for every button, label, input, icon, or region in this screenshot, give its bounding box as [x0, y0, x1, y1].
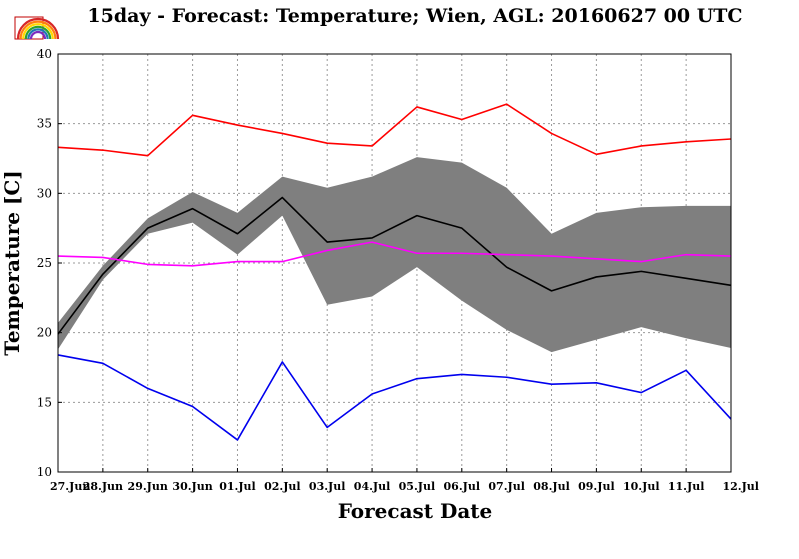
series-line-1: [57, 196, 732, 335]
rainbow-logo-icon: [16, 17, 60, 40]
x-tick-label: 05.Jul: [399, 480, 436, 493]
logo-arc: [19, 20, 57, 40]
y-tick-label: 25: [37, 256, 52, 270]
x-tick-label: 04.Jul: [354, 480, 391, 493]
series-lines: [57, 103, 732, 441]
x-tick-label: 11.Jul: [668, 480, 705, 493]
y-tick-label: 20: [37, 326, 52, 340]
ensemble-spread: [58, 157, 731, 353]
x-axis-title: Forecast Date: [338, 499, 493, 523]
x-tick-label: 03.Jul: [309, 480, 346, 493]
chart-title: 15day - Forecast: Temperature; Wien, AGL…: [87, 5, 742, 27]
x-tick-label: 30.Jun: [172, 480, 212, 493]
logo-arc: [29, 30, 47, 40]
logo-arc: [24, 25, 52, 40]
y-tick-labels: 10 15 20 25 30 35 40: [37, 47, 62, 479]
x-tick-label: 28.Jun: [83, 480, 123, 493]
series-line-3: [57, 354, 732, 441]
logo: [14, 16, 60, 40]
y-tick-label: 30: [37, 186, 52, 200]
logo-arc: [16, 17, 60, 40]
series-line-2: [57, 241, 732, 267]
x-tick-label: 07.Jul: [488, 480, 525, 493]
x-tick-label: 06.Jul: [444, 480, 481, 493]
x-tick-label: 27.Jun: [50, 480, 90, 493]
x-tick-label: 10.Jul: [623, 480, 660, 493]
y-axis-title: Temperature [C]: [0, 170, 24, 356]
x-tick-label: 01.Jul: [219, 480, 256, 493]
y-tick-label: 40: [37, 47, 52, 61]
y-tick-label: 10: [37, 465, 52, 479]
logo-arc: [27, 28, 49, 40]
x-tick-label: 02.Jul: [264, 480, 301, 493]
y-tick-label: 35: [37, 117, 52, 131]
logo-arc: [22, 23, 54, 40]
x-tick-label: 08.Jul: [533, 480, 570, 493]
x-tick-label: 29.Jun: [128, 480, 168, 493]
x-tick-label: 09.Jul: [578, 480, 615, 493]
spread-band: [58, 157, 731, 353]
x-tick-label: 12.Jul: [722, 480, 759, 493]
y-tick-label: 15: [37, 395, 52, 409]
series-line-0: [57, 103, 732, 157]
